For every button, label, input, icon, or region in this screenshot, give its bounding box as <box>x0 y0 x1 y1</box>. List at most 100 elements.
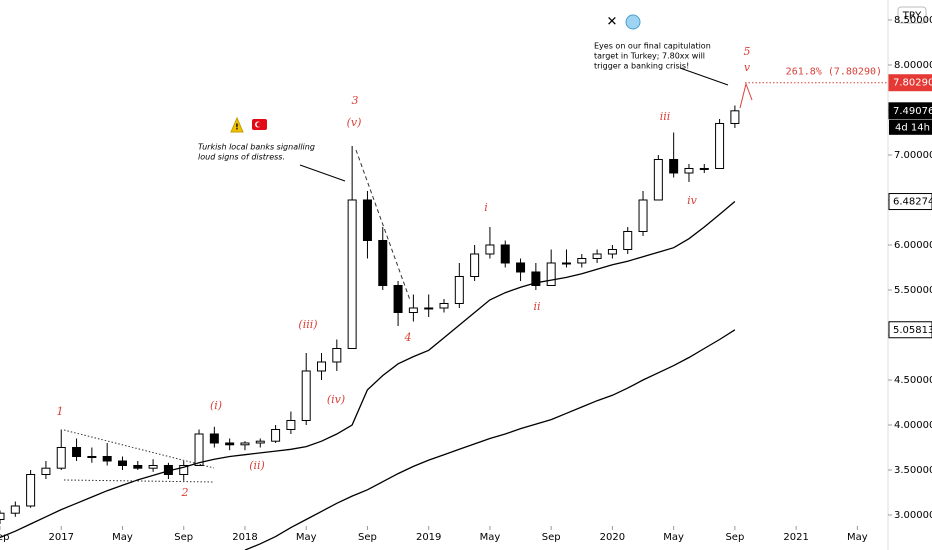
candle-body <box>653 158 663 201</box>
x-tick-label: 2021 <box>783 532 808 543</box>
price-tag <box>888 102 932 120</box>
trendlines <box>63 67 753 483</box>
wave-label: (i) <box>210 399 222 412</box>
candle-body <box>500 244 510 264</box>
countdown-box <box>889 119 932 135</box>
y-tick-label: 3.50000 <box>894 465 932 476</box>
candle-body <box>301 370 311 421</box>
wave-label: 5 <box>744 45 751 58</box>
x-tick-label: Sep <box>542 532 561 543</box>
candle-body <box>516 262 526 273</box>
note-text: loud signs of distress. <box>198 153 285 162</box>
wave-label: (iv) <box>327 393 345 406</box>
price-tag <box>888 193 932 211</box>
candle-body <box>378 239 388 286</box>
y-tick-label: 4.00000 <box>894 420 932 431</box>
price-axis <box>888 0 932 550</box>
warning-icon: ! <box>230 116 267 133</box>
price-tag <box>888 74 932 92</box>
x-tick-label: 2017 <box>49 532 74 543</box>
candle-body <box>133 464 143 469</box>
candle-body <box>454 275 464 304</box>
candle-body <box>424 307 434 310</box>
x-tick-label: Sep <box>358 532 377 543</box>
x-tick-label: Sep <box>174 532 193 543</box>
x-tick-label: Sep <box>725 532 744 543</box>
x-tick-label: May <box>480 532 501 543</box>
plot-area <box>0 105 740 550</box>
x-tick-label: 2018 <box>232 532 257 543</box>
wave-label: i <box>484 201 488 214</box>
candle-body <box>148 464 158 469</box>
candle-body <box>485 244 495 255</box>
candle-body <box>194 433 204 466</box>
wave-label: iii <box>660 110 671 123</box>
candle-body <box>271 428 281 442</box>
y-tick-label: 4.50000 <box>894 375 932 386</box>
y-tick-label: 8.50000 <box>894 15 932 26</box>
candle-body <box>347 199 357 349</box>
candle-body <box>439 302 449 309</box>
wave-label: (ii) <box>249 459 265 472</box>
candle-body <box>102 455 112 462</box>
candle-body <box>592 253 602 259</box>
candle-body <box>561 262 571 265</box>
candle-body <box>362 199 372 241</box>
candle-body <box>638 199 648 232</box>
tool-icons: ✕ <box>607 14 641 30</box>
svg-text:✕: ✕ <box>607 15 618 30</box>
wave-label: 1 <box>57 405 64 418</box>
candle-body <box>240 442 250 446</box>
wave-label: ii <box>533 300 540 313</box>
candle-body <box>72 446 82 457</box>
candle-body <box>730 110 740 124</box>
candle-body <box>255 440 265 444</box>
wave-label: 3 <box>352 94 359 107</box>
price-tag-label: 5.05813 <box>893 325 932 336</box>
candle-body <box>531 271 541 286</box>
candle-body <box>470 253 480 277</box>
wave-label: 2 <box>181 486 189 499</box>
svg-text:!: ! <box>235 123 239 132</box>
price-tag-label: 6.48274 <box>893 197 932 208</box>
countdown: 4d 14h <box>895 122 930 133</box>
candle-body <box>607 248 617 255</box>
candle-body <box>87 455 97 458</box>
candle-body <box>669 158 679 174</box>
candle-body <box>0 512 5 520</box>
y-tick-label: 5.50000 <box>894 285 932 296</box>
currency: TRY <box>902 11 922 22</box>
note-text: Eyes on our final capitulation <box>594 42 711 51</box>
price-tag-label: 7.49076 <box>893 106 932 117</box>
candle-body <box>26 473 36 507</box>
candle-body <box>225 442 235 446</box>
candle-body <box>684 167 694 174</box>
candle-body <box>179 464 189 475</box>
y-tick-label: 3.00000 <box>894 510 932 521</box>
price-tag-label: 7.80290 <box>893 78 932 89</box>
candle-body <box>546 262 556 286</box>
candle-body <box>10 505 20 514</box>
wave-label: (v) <box>347 116 362 129</box>
x-tick-label: May <box>112 532 133 543</box>
candle-body <box>332 347 342 363</box>
x-tick-label: May <box>847 532 868 543</box>
candle-body <box>317 361 327 372</box>
x-tick-label: 2020 <box>600 532 625 543</box>
candle-body <box>117 460 127 466</box>
candle-body <box>41 467 51 475</box>
wave-label: (iii) <box>298 318 317 331</box>
moving-average <box>0 201 736 539</box>
y-tick-label: 6.00000 <box>894 240 932 251</box>
wave-label: iv <box>687 194 698 207</box>
candle-body <box>699 167 709 170</box>
candle-body <box>286 419 296 430</box>
price-tag <box>888 321 932 339</box>
wave-label: v <box>744 61 751 74</box>
y-tick-label: 8.00000 <box>894 60 932 71</box>
candle-body <box>715 122 725 169</box>
note-text: target in Turkey; 7.80xx will <box>594 52 705 61</box>
note-text: Turkish local banks signalling <box>198 143 315 152</box>
x-tick-label: Sep <box>0 532 9 543</box>
wave-label: 4 <box>404 331 412 344</box>
